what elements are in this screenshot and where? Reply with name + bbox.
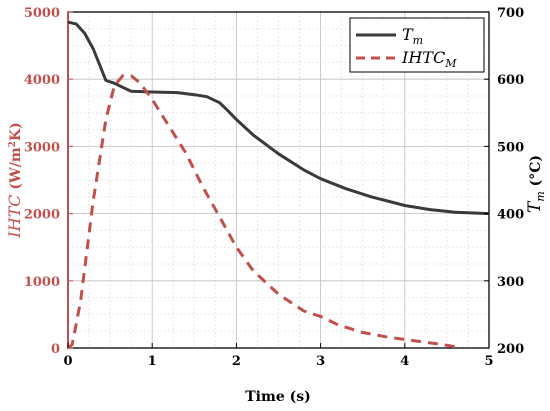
ticks: 0 1 2 3 4 5 0 1000 2000 3000 4000 5000 200 300 400 500 6… [24,6,524,369]
y-right-tick-label: 200 [497,342,524,357]
y-left-label-sup: 2 [8,141,18,147]
y-left-tick-label: 3000 [24,140,60,155]
legend-tm-sub: m [413,34,423,47]
legend-label-ihtc: IHTCM [401,48,457,70]
y-left-label-main: IHTC [5,195,24,239]
x-tick-label: 1 [148,354,157,369]
y-right-tick-label: 600 [497,73,524,88]
legend-ihtc-main: IHTC [401,48,445,67]
x-tick-label: 0 [63,354,72,369]
y-left-tick-label: 1000 [24,275,60,290]
series-line-tm [67,20,490,216]
y-left-axis-label: IHTC (W/m2K) [5,122,24,238]
y-left-tick-label: 4000 [24,73,60,88]
y-right-tick-label: 400 [497,208,524,223]
y-right-label-tail: (°C) [528,155,544,191]
y-left-tick-label: 2000 [24,208,60,223]
x-tick-label: 4 [400,354,409,369]
x-tick-label: 5 [484,354,493,369]
x-axis-label: Time (s) [245,389,310,405]
legend: Tm IHTCM [349,17,485,73]
legend-tm-main: T [402,25,414,44]
y-right-axis-label: Tm (°C) [525,155,547,213]
y-right-tick-label: 700 [497,6,524,21]
y-left-label-tail: K) [8,122,24,141]
series-line-ihtc-m [67,74,456,350]
legend-box [349,17,485,73]
y-right-label-main: T [525,200,545,213]
y-right-tick-label: 300 [497,275,524,290]
legend-label-tm: Tm [402,25,423,47]
y-left-label-units: (W/m [8,147,24,194]
series-layer [67,20,490,350]
x-tick-label: 3 [316,354,325,369]
legend-ihtc-sub: M [444,57,457,70]
y-left-tick-label: 0 [51,342,60,357]
y-right-tick-label: 500 [497,140,524,155]
y-left-tick-label: 5000 [24,6,60,21]
x-tick-label: 2 [232,354,241,369]
y-right-label-sub: m [534,191,547,201]
